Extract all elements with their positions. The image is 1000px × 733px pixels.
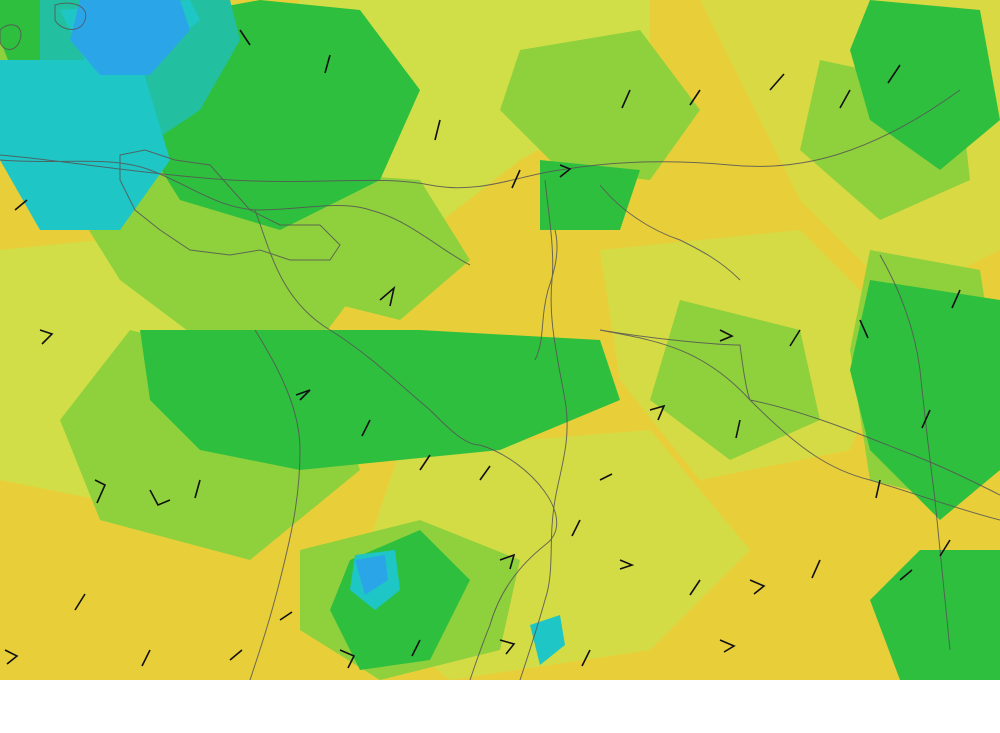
weather-map-window: Surface wind [kts] GFS 5 10 15 20 25 30 …	[0, 0, 1000, 733]
wind-map-svg	[0, 0, 1000, 680]
wind-speed-map	[0, 0, 1000, 680]
legend-footer: Surface wind [kts] GFS 5 10 15 20 25 30 …	[0, 680, 1000, 733]
